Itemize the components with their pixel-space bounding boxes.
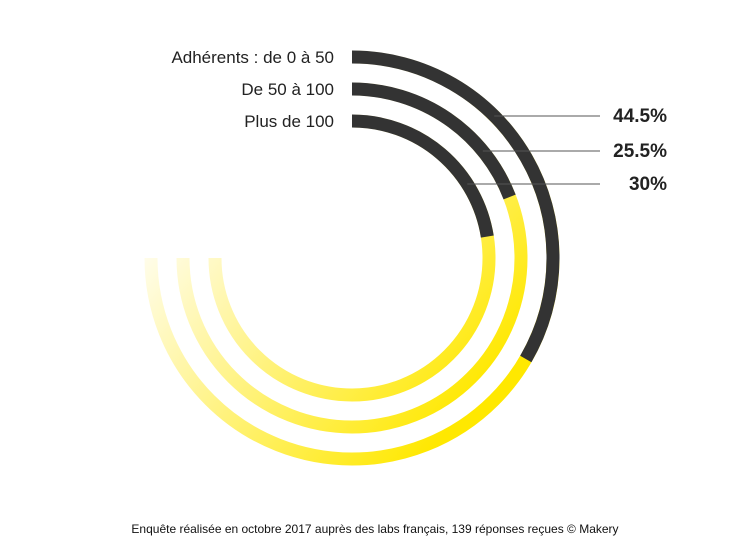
value-label-1: 44.5%: [613, 106, 667, 127]
rings-group: [144, 50, 560, 466]
ring-value-arc-1: [351, 50, 560, 363]
value-label-2: 25.5%: [613, 141, 667, 162]
series-label-2: De 50 à 100: [241, 80, 334, 99]
ring-value-arc-3: [351, 114, 494, 238]
series-label-1: Adhérents : de 0 à 50: [171, 48, 334, 67]
series-label-3: Plus de 100: [244, 112, 334, 131]
ring-value-arc-2: [351, 82, 516, 200]
labels-group: Adhérents : de 0 à 50 44.5% De 50 à 100 25.…: [171, 48, 667, 195]
value-label-3: 30%: [629, 174, 667, 195]
footnote: Enquête réalisée en octobre 2017 auprès …: [131, 522, 619, 536]
